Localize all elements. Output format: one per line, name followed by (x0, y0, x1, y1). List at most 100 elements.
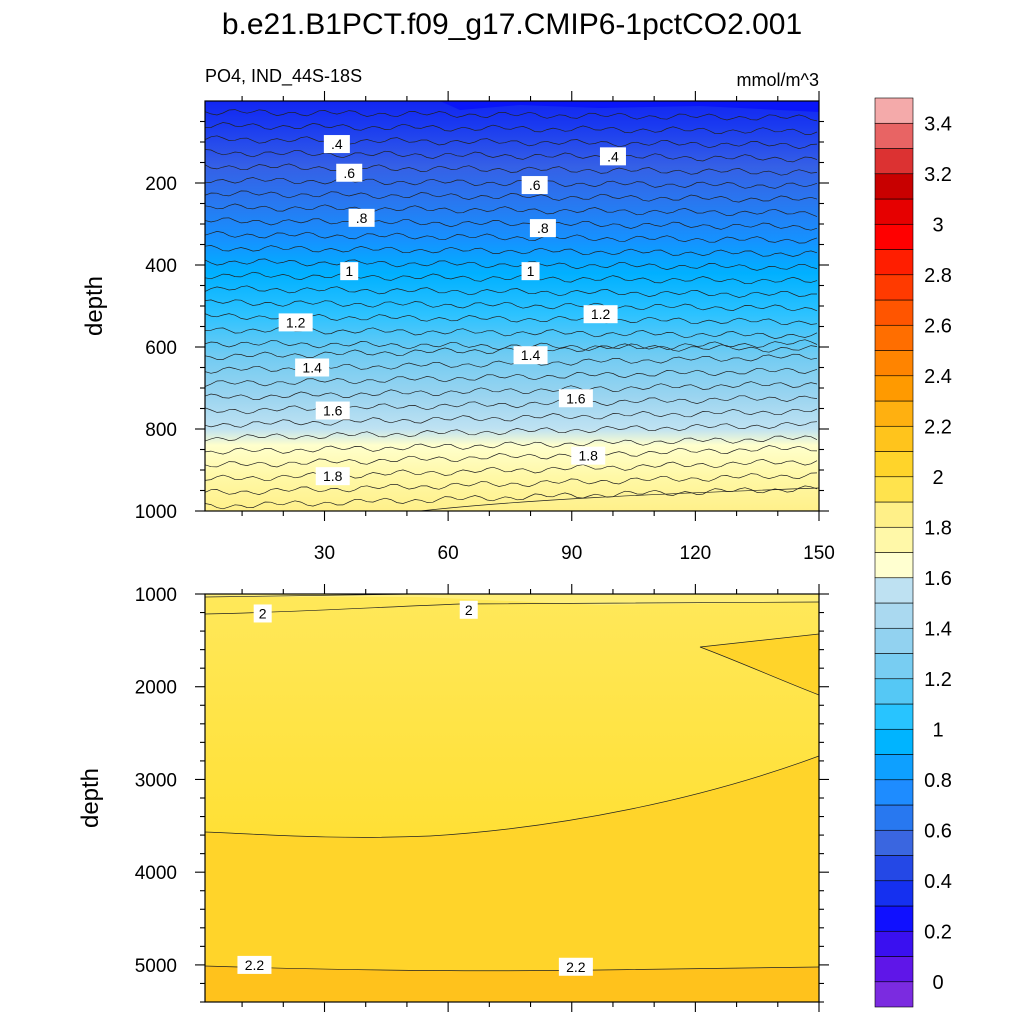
contour-label-box (253, 604, 272, 623)
contour-label-text: 2 (259, 605, 267, 621)
y-tick-label: 200 (145, 174, 177, 195)
colorbar-label: 0.8 (924, 770, 952, 792)
colorbar-box (874, 299, 914, 326)
colorbar-label: 2.6 (924, 315, 952, 337)
contour-label-text: 2 (465, 602, 473, 618)
colorbar-box (874, 804, 914, 831)
colorbar-label: 3 (932, 214, 943, 236)
contour-label: 1.6 (558, 389, 593, 408)
lower-contour-labels: 2 2 2.2 2.2 (237, 600, 593, 976)
contour-label: 2 (253, 604, 272, 623)
contour-label-box (295, 358, 330, 377)
x-tick-label: 60 (438, 543, 459, 564)
contour-label-box (521, 176, 548, 195)
contour-line (205, 177, 818, 189)
contour-label-text: 1.6 (323, 403, 343, 419)
contour-line (205, 408, 818, 428)
contour-label-box (571, 446, 606, 465)
colorbar-label: 2.8 (924, 265, 952, 287)
contour-line (205, 231, 818, 244)
contour-label-box (278, 313, 313, 332)
lower-ticks: 1000 2000 3000 4000 5000 (135, 584, 829, 1012)
colorbar-label: 0 (932, 972, 943, 994)
colorbar-label: 2.2 (924, 416, 952, 438)
x-tick-label: 120 (680, 543, 712, 564)
contour-label: 2 (459, 600, 478, 619)
colorbar-box (874, 956, 914, 983)
contour-line (205, 472, 818, 495)
colorbar-box (874, 324, 914, 351)
colorbar-box (874, 173, 914, 200)
contour-label-box (237, 955, 272, 974)
contour-label-box (583, 305, 618, 324)
colorbar-box (874, 829, 914, 856)
contour-line (205, 271, 818, 285)
contour-label: .8 (348, 208, 375, 227)
y-tick-label: 4000 (135, 863, 177, 884)
colorbar-label: 0.4 (924, 871, 952, 893)
colorbar-box (874, 249, 914, 276)
contour-label: .4 (323, 135, 350, 154)
upper-contour-labels: .4.4.6.6.8.81 11.21.21.41.41.61.61.81.8 (278, 135, 626, 486)
colorbar-box (874, 501, 914, 528)
colorbar-box (874, 627, 914, 654)
x-tick-label: 30 (314, 543, 335, 564)
contour-label-box (336, 163, 363, 182)
contour-label: 1.2 (583, 305, 618, 324)
colorbar-box (874, 905, 914, 932)
upper-ticks: 30 60 90 120 150 200 400 600 800 1000 (135, 91, 835, 564)
y-tick-label: 5000 (135, 956, 177, 977)
contour-line (205, 258, 818, 271)
contour-label-text: 1.8 (579, 448, 599, 464)
lower-bottom-region (205, 966, 819, 1002)
contour-label-box (323, 135, 350, 154)
contour-line (205, 245, 818, 257)
colorbar-label: 1.2 (924, 669, 952, 691)
contour-label-text: .4 (607, 148, 619, 164)
subtitle-right: mmol/m^3 (737, 70, 819, 90)
contour-label-box (599, 147, 626, 166)
contour-label: .4 (599, 147, 626, 166)
upper-contour-lines (205, 109, 819, 511)
contour-line (205, 217, 818, 231)
contour-label-text: 2.2 (566, 959, 586, 975)
contour-label: 1 (521, 262, 540, 281)
contour-line (205, 459, 818, 482)
surface-minimum-region (440, 101, 819, 112)
contour-label-text: .6 (529, 177, 541, 193)
contour-line (205, 149, 818, 163)
colorbar-box (874, 476, 914, 503)
colorbar-box (874, 855, 914, 882)
contour-line (419, 487, 819, 511)
contour-label-box (348, 208, 375, 227)
contour-line (205, 285, 817, 298)
colorbar-label: 1.4 (924, 618, 952, 640)
colorbar-label: 3.2 (924, 164, 952, 186)
contour-label-text: .8 (537, 220, 549, 236)
contour-line (205, 381, 818, 400)
colorbar-box (874, 981, 914, 1008)
colorbar-box (874, 223, 914, 250)
contour-line (205, 163, 818, 176)
contour-label-text: 1.2 (286, 314, 306, 330)
y-tick-label: 1000 (135, 502, 177, 523)
colorbar-box (874, 653, 914, 680)
colorbar-box (874, 198, 914, 225)
contour-label: 1.6 (315, 401, 350, 420)
contour-label: 1.8 (571, 446, 606, 465)
colorbar-box (874, 451, 914, 478)
contour-label-box (340, 262, 359, 281)
contour-label: 1.8 (315, 467, 350, 486)
colorbar-label: 2 (932, 467, 943, 489)
colorbar-label: 2.4 (924, 366, 952, 388)
upper-ylabel: depth (81, 276, 108, 336)
contour-line (205, 122, 818, 135)
contour-line (699, 633, 819, 696)
colorbar-box (874, 728, 914, 755)
y-tick-label: 2000 (135, 678, 177, 699)
contour-line (205, 421, 818, 442)
chart-title: b.e21.B1PCT.f09_g17.CMIP6-1pctCO2.001 (222, 8, 802, 41)
contour-line (205, 445, 818, 468)
colorbar-box (874, 577, 914, 604)
contour-line (205, 367, 818, 387)
